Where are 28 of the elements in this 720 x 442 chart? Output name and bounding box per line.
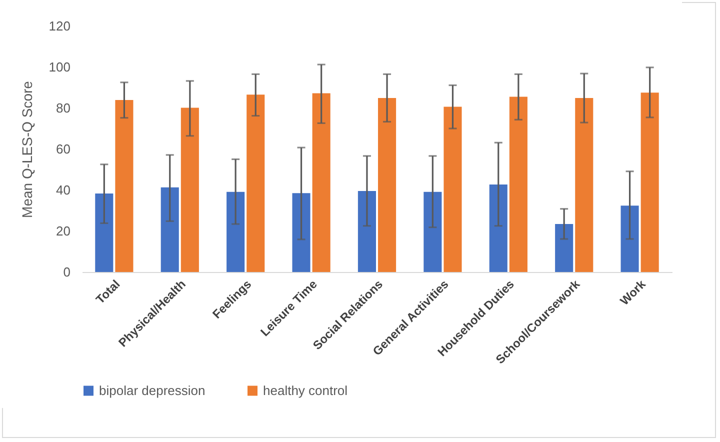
bar [246, 94, 265, 272]
bar [378, 98, 396, 272]
legend-label: healthy control [263, 382, 348, 398]
bar [95, 193, 114, 272]
y-axis-title: Mean Q-LES-Q Score [18, 80, 35, 218]
legend-label: bipolar depression [99, 382, 206, 398]
y-tick-label: 20 [56, 224, 70, 238]
bar [292, 193, 310, 272]
y-tick-label: 60 [56, 142, 70, 156]
y-tick-label: 80 [56, 100, 70, 116]
bar [358, 191, 376, 272]
bar [555, 224, 574, 272]
bar [509, 96, 528, 272]
bar [444, 106, 462, 272]
bar [312, 93, 330, 272]
y-tick-label: 0 [63, 264, 70, 280]
bar [620, 206, 639, 272]
bar [160, 187, 179, 272]
bar [640, 92, 659, 272]
bar [180, 108, 199, 272]
y-tick-label: 100 [48, 60, 70, 74]
bar [226, 192, 245, 272]
bar [575, 98, 594, 272]
y-tick-label: 40 [56, 182, 70, 198]
bar [115, 100, 134, 272]
bar [424, 192, 442, 272]
bar [489, 184, 508, 272]
y-tick-label: 120 [48, 18, 70, 34]
